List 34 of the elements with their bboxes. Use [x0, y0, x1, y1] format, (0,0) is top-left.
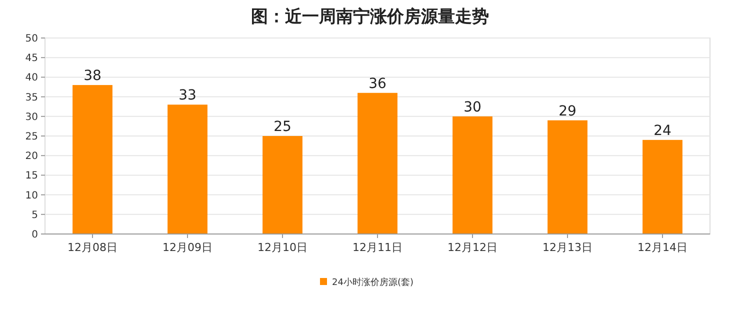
bar [642, 140, 682, 234]
data-label: 30 [464, 99, 482, 116]
bar [548, 120, 588, 234]
data-label: 25 [274, 119, 292, 135]
x-tick-label: 12月09日 [162, 241, 212, 254]
data-label: 33 [178, 88, 196, 104]
y-tick-label: 25 [25, 132, 38, 142]
x-tick-label: 12月11日 [352, 241, 402, 254]
y-tick-label: 0 [32, 230, 38, 240]
x-tick-label: 12月10日 [258, 241, 308, 254]
x-tick-label: 12月14日 [638, 241, 688, 254]
x-tick-label: 12月13日 [542, 241, 592, 254]
y-tick-label: 35 [25, 92, 38, 104]
bar [452, 116, 492, 234]
data-label: 29 [558, 103, 576, 120]
y-tick-label: 45 [25, 53, 38, 64]
x-tick-label: 12月12日 [448, 241, 498, 254]
bar [262, 136, 302, 234]
bar [72, 85, 112, 234]
y-tick-label: 30 [25, 112, 38, 123]
y-tick-label: 5 [32, 210, 38, 221]
y-tick-label: 10 [25, 190, 38, 202]
data-label: 36 [368, 76, 386, 92]
y-tick-label: 40 [25, 72, 38, 84]
chart-title: 图：近一周南宁涨价房源量走势 [251, 7, 489, 27]
bar [358, 92, 398, 234]
data-label: 24 [654, 122, 672, 139]
data-label: 38 [84, 68, 102, 84]
y-tick-label: 50 [25, 34, 38, 44]
legend-label: 24小时涨价房源(套) [332, 277, 414, 288]
y-tick-label: 15 [25, 170, 38, 182]
x-tick-label: 12月08日 [68, 241, 118, 254]
bar [168, 104, 208, 234]
y-tick-label: 20 [25, 151, 38, 162]
